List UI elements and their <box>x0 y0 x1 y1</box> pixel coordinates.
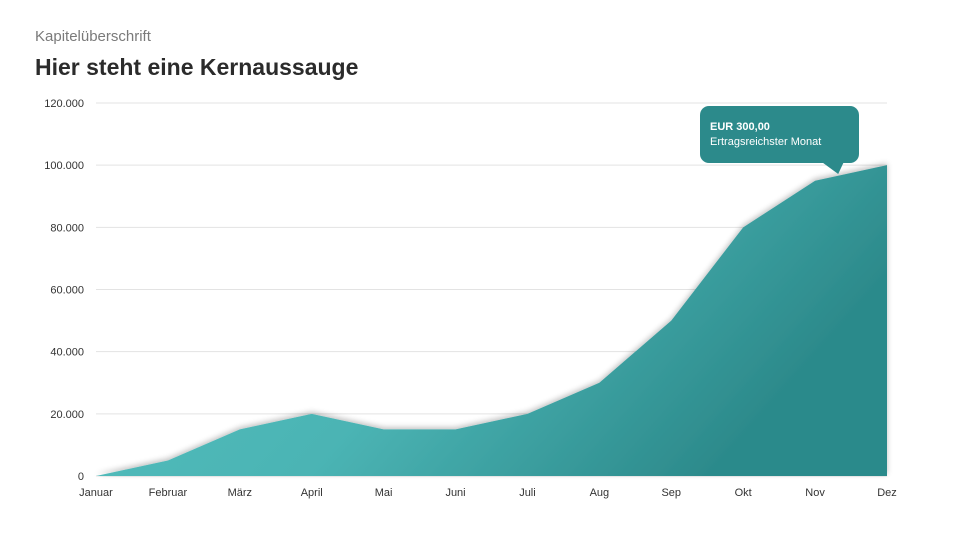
x-tick-label: April <box>301 487 323 499</box>
callout-label: Ertragsreichster Monat <box>710 136 822 148</box>
peak-callout: EUR 300,00 Ertragsreichster Monat <box>700 106 859 163</box>
x-tick-label: Dez <box>877 487 897 499</box>
x-tick-label: März <box>228 487 252 499</box>
area-series <box>96 165 887 476</box>
x-tick-label: Aug <box>590 487 610 499</box>
callout-value: EUR 300,00 <box>710 121 770 133</box>
y-tick-label: 20.000 <box>50 409 84 421</box>
x-tick-label: Juni <box>445 487 465 499</box>
y-tick-label: 80.000 <box>50 222 84 234</box>
y-tick-label: 0 <box>78 471 84 483</box>
y-tick-label: 120.000 <box>44 98 84 110</box>
y-tick-label: 40.000 <box>50 347 84 359</box>
x-tick-label: Januar <box>79 487 113 499</box>
y-tick-label: 100.000 <box>44 160 84 172</box>
x-tick-label: Juli <box>519 487 536 499</box>
x-tick-label: Februar <box>149 487 188 499</box>
x-tick-label: Mai <box>375 487 393 499</box>
page-title: Hier steht eine Kernaussauge <box>35 54 359 80</box>
chapter-heading: Kapitelüberschrift <box>35 28 151 45</box>
x-tick-label: Nov <box>805 487 825 499</box>
x-tick-label: Okt <box>735 487 752 499</box>
x-tick-label: Sep <box>661 487 681 499</box>
y-axis-ticks: 0 20.000 40.000 60.000 80.000 100.000 120.000 <box>44 98 84 483</box>
y-tick-label: 60.000 <box>50 285 84 297</box>
x-axis-ticks: Januar Februar März April Mai Juni Juli Aug Sep O… <box>79 487 897 499</box>
